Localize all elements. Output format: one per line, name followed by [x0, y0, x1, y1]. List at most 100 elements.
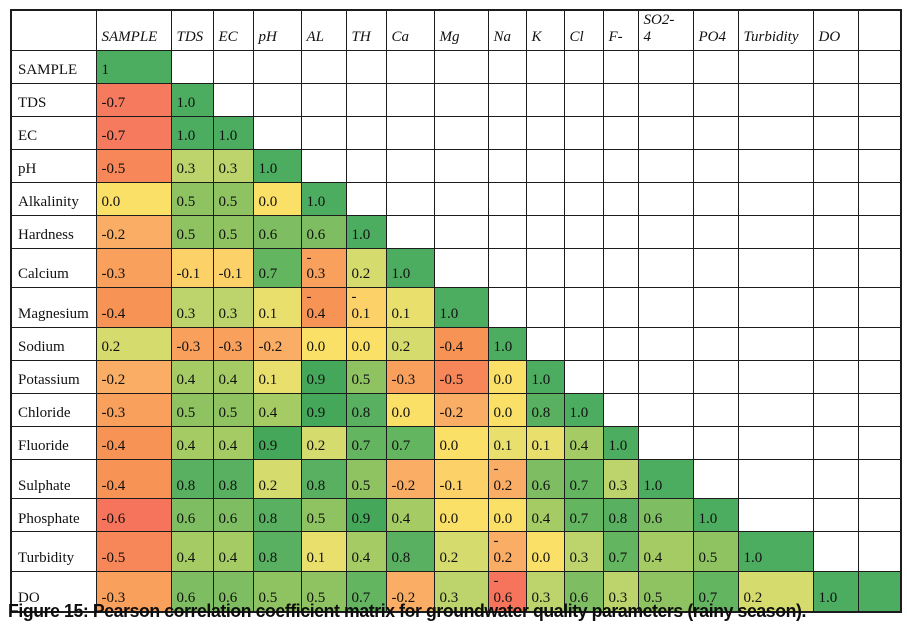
matrix-cell [737, 425, 814, 460]
matrix-cell: 0.2 [345, 247, 387, 289]
matrix-cell: 0.8 [170, 458, 214, 500]
matrix-cell: -0.1 [170, 247, 214, 289]
matrix-cell: 0.8 [345, 392, 387, 427]
matrix-cell: 0.0 [487, 392, 527, 427]
matrix-cell [692, 425, 739, 460]
matrix-cell: 0.5 [252, 570, 302, 613]
matrix-cell: 0.7 [563, 458, 604, 500]
matrix-cell [637, 181, 694, 216]
matrix-cell [563, 326, 604, 361]
matrix-cell: 0.8 [385, 531, 435, 572]
matrix-cell: 0.5 [212, 181, 254, 216]
matrix-row-turbidity: Turbidity -0.5 0.4 0.4 0.8 0.1 0.4 0.8 0.2- 0.2 0… [10, 531, 902, 572]
matrix-cell [487, 181, 527, 216]
matrix-cell: 0.3 [170, 287, 214, 328]
matrix-cell: 1.0 [525, 359, 565, 394]
col-header-sample: SAMPLE [95, 9, 172, 51]
matrix-cell: 0.7 [345, 425, 387, 460]
matrix-row-alkalinity: Alkalinity 0.0 0.5 0.5 0.0 1.0 [10, 181, 902, 216]
matrix-row-ec: EC -0.7 1.0 1.0 [10, 115, 902, 150]
matrix-cell [737, 392, 814, 427]
figure-caption: Figure 15: Pearson correlation coefficie… [8, 601, 806, 621]
matrix-cell [602, 287, 639, 328]
matrix-cell: -0.2 [95, 214, 172, 249]
matrix-cell: 0.3 [212, 287, 254, 328]
row-label-sulphate: Sulphate [10, 458, 97, 500]
matrix-cell [692, 326, 739, 361]
matrix-cell [487, 49, 527, 84]
matrix-cell: 0.6 [637, 498, 694, 533]
matrix-cell: 0.0 [345, 326, 387, 361]
matrix-cell: 0.9 [300, 392, 347, 427]
matrix-cell [563, 214, 604, 249]
matrix-cell: 1.0 [170, 115, 214, 150]
correlation-matrix: SAMPLE TDS EC pH AL TH Ca Mg Na K Cl F- SO2- 4 PO4 Tur… [10, 9, 902, 613]
col-header-ec: EC [212, 9, 254, 51]
matrix-cell: 0.2 [385, 326, 435, 361]
matrix-header-row: SAMPLE TDS EC pH AL TH Ca Mg Na K Cl F- SO2- 4 PO4 Tur… [10, 9, 902, 51]
col-header-ph: pH [252, 9, 302, 51]
matrix-cell [737, 359, 814, 394]
matrix-cell [563, 115, 604, 150]
matrix-cell [602, 326, 639, 361]
matrix-row-sample: SAMPLE 1 [10, 49, 902, 84]
matrix-cell: 0.5 [170, 392, 214, 427]
matrix-cell: 0.7 [692, 570, 739, 613]
matrix-cell [737, 498, 814, 533]
matrix-cell: 0.7 [345, 570, 387, 613]
matrix-cell: 0.0 [252, 181, 302, 216]
matrix-cell: -0.2 [95, 359, 172, 394]
matrix-cell: 0.4 [212, 531, 254, 572]
matrix-cell [602, 115, 639, 150]
matrix-cell: 1 [95, 49, 172, 84]
matrix-cell: 0.7 [602, 531, 639, 572]
matrix-cell [433, 181, 489, 216]
matrix-cell: 1.0 [345, 214, 387, 249]
matrix-cell [563, 49, 604, 84]
matrix-cell: 0.5 [637, 570, 694, 613]
matrix-cell: - 0.3 [300, 247, 347, 289]
matrix-cell: -0.4 [95, 425, 172, 460]
matrix-cell: 0.4 [385, 498, 435, 533]
matrix-cell: -0.2 [433, 392, 489, 427]
matrix-cell [525, 214, 565, 249]
matrix-cell [812, 326, 859, 361]
matrix-cell [345, 49, 387, 84]
matrix-cell [525, 115, 565, 150]
matrix-cell [602, 49, 639, 84]
matrix-cell [812, 82, 859, 117]
matrix-cell: 0.0 [487, 359, 527, 394]
matrix-cell [812, 458, 859, 500]
matrix-cell: 0.8 [300, 458, 347, 500]
matrix-cell [857, 326, 902, 361]
row-label-do: DO [10, 570, 97, 613]
matrix-cell [563, 247, 604, 289]
matrix-cell: 0.6 [170, 498, 214, 533]
matrix-cell: -0.5 [95, 148, 172, 183]
matrix-cell: 0.0 [525, 531, 565, 572]
matrix-cell [525, 49, 565, 84]
matrix-cell [602, 392, 639, 427]
matrix-cell: 1.0 [487, 326, 527, 361]
matrix-cell: 0.0 [95, 181, 172, 216]
row-label-hardness: Hardness [10, 214, 97, 249]
matrix-row-chloride: Chloride -0.3 0.5 0.5 0.4 0.9 0.8 0.0 -0.2 0.0 0.8… [10, 392, 902, 427]
matrix-row-ph: pH -0.5 0.3 0.3 1.0 [10, 148, 902, 183]
col-header-cl: Cl [563, 9, 604, 51]
matrix-cell [692, 181, 739, 216]
matrix-cell: 0.5 [170, 214, 214, 249]
matrix-cell [737, 181, 814, 216]
row-label-fluoride: Fluoride [10, 425, 97, 460]
matrix-cell [857, 115, 902, 150]
matrix-cell [563, 82, 604, 117]
matrix-cell: -0.6 [95, 498, 172, 533]
matrix-cell [737, 326, 814, 361]
matrix-cell [737, 148, 814, 183]
matrix-cell [692, 287, 739, 328]
matrix-cell: 0.2 [95, 326, 172, 361]
row-label-turbidity: Turbidity [10, 531, 97, 572]
matrix-cell [637, 247, 694, 289]
matrix-cell [525, 148, 565, 183]
matrix-cell [385, 214, 435, 249]
matrix-cell: 0.5 [212, 392, 254, 427]
